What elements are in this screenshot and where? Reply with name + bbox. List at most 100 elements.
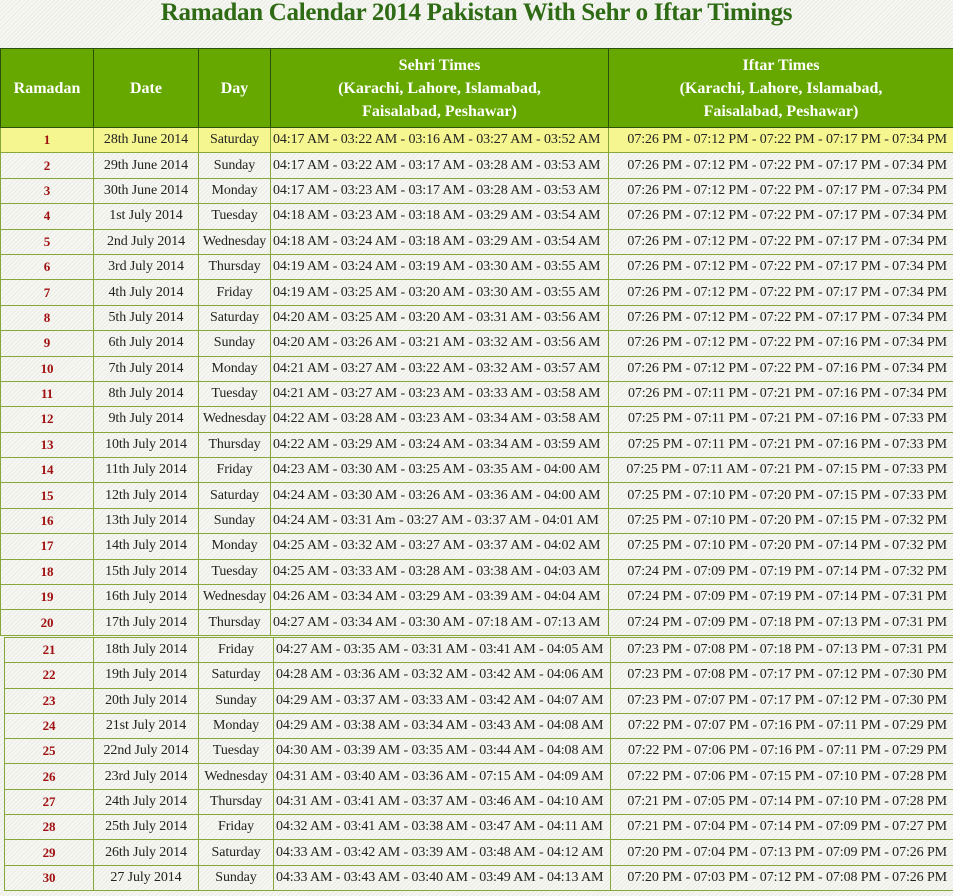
iftar-times: 07:26 PM - 07:12 PM - 07:22 PM - 07:16 P… — [608, 330, 953, 357]
sehri-times: 04:28 AM - 03:36 AM - 03:32 AM - 03:42 A… — [273, 662, 611, 689]
ramadan-number: 9 — [0, 330, 94, 357]
date-cell: 21st July 2014 — [93, 712, 199, 740]
sehri-times: 04:22 AM - 03:28 AM - 03:23 AM - 03:34 A… — [270, 406, 609, 433]
ramadan-timings-table: Ramadan Date Day Sehri Times (Karachi, L… — [0, 48, 953, 636]
sehri-times: 04:26 AM - 03:34 AM - 03:29 AM - 03:39 A… — [270, 584, 609, 611]
table-row: 25 22nd July 2014 Tuesday 04:30 AM - 03:39 … — [4, 738, 953, 765]
day-cell: Friday — [198, 457, 271, 484]
table-row: 7 4th July 2014 Friday 04:19 AM - 03:25 AM … — [0, 279, 953, 306]
header-sehri: Sehri Times (Karachi, Lahore, Islamabad,… — [270, 48, 609, 128]
sehri-times: 04:17 AM - 03:22 AM - 03:17 AM - 03:28 A… — [270, 152, 609, 179]
date-cell: 9th July 2014 — [93, 406, 199, 433]
day-cell: Friday — [198, 636, 274, 664]
date-cell: 12th July 2014 — [93, 482, 199, 509]
ramadan-number: 1 — [0, 126, 94, 154]
sehri-times: 04:22 AM - 03:29 AM - 03:24 AM - 03:34 A… — [270, 431, 609, 459]
iftar-times: 07:26 PM - 07:12 PM - 07:22 PM - 07:16 P… — [608, 355, 953, 382]
date-cell: 29th June 2014 — [93, 152, 199, 179]
sehri-times: 04:17 AM - 03:22 AM - 03:16 AM - 03:27 A… — [270, 126, 609, 154]
day-cell: Saturday — [198, 304, 271, 332]
day-cell: Wednesday — [198, 406, 271, 433]
ramadan-number: 5 — [0, 228, 94, 255]
day-cell: Saturday — [198, 662, 274, 689]
date-cell: 4th July 2014 — [93, 279, 199, 306]
date-cell: 22nd July 2014 — [93, 738, 199, 765]
day-cell: Friday — [198, 279, 271, 306]
ramadan-number: 4 — [0, 203, 94, 230]
date-cell: 26th July 2014 — [93, 839, 199, 866]
sehri-times: 04:30 AM - 03:39 AM - 03:35 AM - 03:44 A… — [273, 738, 611, 765]
date-cell: 18th July 2014 — [93, 636, 199, 664]
day-cell: Saturday — [198, 839, 274, 866]
day-cell: Tuesday — [198, 380, 271, 408]
sehri-times: 04:20 AM - 03:25 AM - 03:20 AM - 03:31 A… — [270, 304, 609, 332]
date-cell: 17th July 2014 — [93, 609, 199, 636]
table-row: 6 3rd July 2014 Thursday 04:19 AM - 03:24 A… — [0, 253, 953, 281]
sehri-times: 04:18 AM - 03:23 AM - 03:18 AM - 03:29 A… — [270, 203, 609, 230]
header-iftar-cities-2: Faisalabad, Peshawar) — [703, 102, 859, 120]
ramadan-number: 3 — [0, 177, 94, 205]
day-cell: Monday — [198, 712, 274, 740]
ramadan-number: 24 — [4, 712, 94, 740]
sehri-times: 04:17 AM - 03:23 AM - 03:17 AM - 03:28 A… — [270, 177, 609, 205]
sehri-times: 04:27 AM - 03:35 AM - 03:31 AM - 03:41 A… — [273, 636, 611, 664]
date-cell: 8th July 2014 — [93, 380, 199, 408]
date-cell: 2nd July 2014 — [93, 228, 199, 255]
day-cell: Sunday — [198, 152, 271, 179]
iftar-times: 07:23 PM - 07:07 PM - 07:17 PM - 07:12 P… — [610, 687, 953, 714]
date-cell: 25th July 2014 — [93, 814, 199, 841]
iftar-times: 07:26 PM - 07:11 PM - 07:21 PM - 07:16 P… — [608, 380, 953, 408]
day-cell: Wednesday — [198, 763, 274, 790]
day-cell: Monday — [198, 355, 271, 382]
table-row: 10 7th July 2014 Monday 04:21 AM - 03:27 AM… — [0, 355, 953, 382]
header-iftar-cities-1: (Karachi, Lahore, Islamabad, — [679, 79, 883, 97]
header-sehri-cities-1: (Karachi, Lahore, Islamabad, — [338, 79, 541, 97]
ramadan-number: 16 — [0, 507, 94, 535]
day-cell: Sunday — [198, 864, 274, 891]
date-cell: 20th July 2014 — [93, 687, 199, 714]
date-cell: 7th July 2014 — [93, 355, 199, 382]
sehri-times: 04:21 AM - 03:27 AM - 03:22 AM - 03:32 A… — [270, 355, 609, 382]
day-cell: Sunday — [198, 330, 271, 357]
ramadan-number: 8 — [0, 304, 94, 332]
table-row: 15 12th July 2014 Saturday 04:24 AM - 03:30… — [0, 482, 953, 509]
header-date: Date — [93, 48, 199, 128]
sehri-times: 04:31 AM - 03:41 AM - 03:37 AM - 03:46 A… — [273, 788, 611, 816]
header-sehri-title: Sehri Times — [398, 56, 481, 74]
day-cell: Thursday — [198, 253, 271, 281]
ramadan-number: 30 — [4, 864, 94, 891]
sehri-times: 04:25 AM - 03:33 AM - 03:28 AM - 03:38 A… — [270, 558, 609, 586]
table-row: 11 8th July 2014 Tuesday 04:21 AM - 03:27 A… — [0, 380, 953, 408]
day-cell: Thursday — [198, 788, 274, 816]
day-cell: Monday — [198, 533, 271, 560]
ramadan-number: 7 — [0, 279, 94, 306]
day-cell: Tuesday — [198, 558, 271, 586]
table-row: 24 21st July 2014 Monday 04:29 AM - 03:38 A… — [4, 712, 953, 740]
ramadan-number: 15 — [0, 482, 94, 509]
iftar-times: 07:25 PM - 07:11 PM - 07:21 PM - 07:16 P… — [608, 431, 953, 459]
date-cell: 6th July 2014 — [93, 330, 199, 357]
table-row: 8 5th July 2014 Saturday 04:20 AM - 03:25 A… — [0, 304, 953, 332]
day-cell: Wednesday — [198, 228, 271, 255]
ramadan-number: 10 — [0, 355, 94, 382]
day-cell: Sunday — [198, 687, 274, 714]
table-row: 1 28th June 2014 Saturday 04:17 AM - 03:22 … — [0, 126, 953, 154]
ramadan-number: 20 — [0, 609, 94, 636]
date-cell: 14th July 2014 — [93, 533, 199, 560]
header-iftar: Iftar Times (Karachi, Lahore, Islamabad,… — [608, 48, 953, 128]
table-row: 20 17th July 2014 Thursday 04:27 AM - 03:34… — [0, 609, 953, 636]
table-row: 27 24th July 2014 Thursday 04:31 AM - 03:41… — [4, 788, 953, 816]
date-cell: 3rd July 2014 — [93, 253, 199, 281]
date-cell: 19th July 2014 — [93, 662, 199, 689]
ramadan-number: 13 — [0, 431, 94, 459]
header-day: Day — [198, 48, 271, 128]
sehri-times: 04:24 AM - 03:31 Am - 03:27 AM - 03:37 A… — [270, 507, 609, 535]
sehri-times: 04:19 AM - 03:25 AM - 03:20 AM - 03:30 A… — [270, 279, 609, 306]
page-title: Ramadan Calendar 2014 Pakistan With Sehr… — [160, 0, 793, 26]
iftar-times: 07:24 PM - 07:09 PM - 07:19 PM - 07:14 P… — [608, 558, 953, 586]
ramadan-timings-table-continued: 21 18th July 2014 Friday 04:27 AM - 03:35 A… — [4, 636, 953, 891]
table-row: 30 27 July 2014 Sunday 04:33 AM - 03:43 AM … — [4, 864, 953, 891]
date-cell: 5th July 2014 — [93, 304, 199, 332]
day-cell: Tuesday — [198, 738, 274, 765]
iftar-times: 07:24 PM - 07:09 PM - 07:18 PM - 07:13 P… — [608, 609, 953, 636]
